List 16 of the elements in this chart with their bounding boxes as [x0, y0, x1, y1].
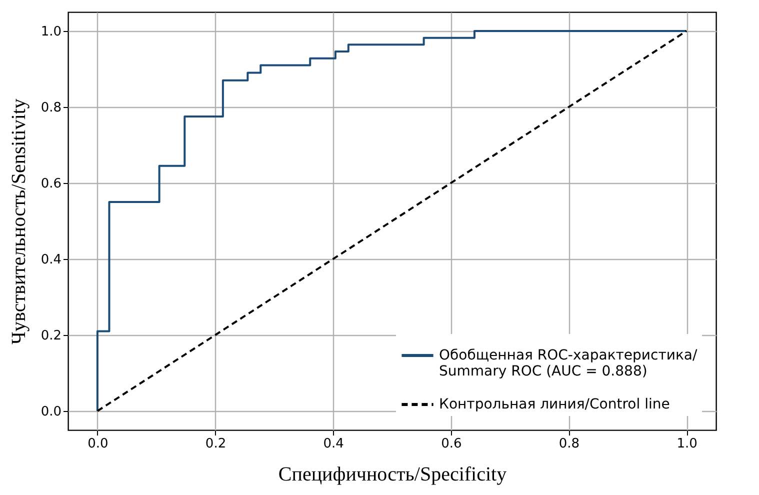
- y-tick-label: 0.4: [40, 252, 62, 268]
- legend-label: Обобщенная ROC-характеристика/ Summary ROC (AUC = 0.888): [439, 348, 698, 380]
- x-tick-label: 0.6: [441, 436, 462, 452]
- x-tick-label: 0.8: [558, 436, 580, 452]
- x-tick-label: 0.2: [205, 436, 226, 452]
- x-tick-label: 0.4: [323, 436, 344, 452]
- y-axis-title: Чувствительность/Sensitivity: [8, 98, 30, 344]
- y-tick-label: 0.0: [40, 404, 62, 420]
- y-tick-label: 0.6: [40, 176, 62, 192]
- y-tick-label: 0.8: [40, 100, 62, 116]
- y-tick-label: 1.0: [40, 24, 62, 40]
- x-axis-title: Специфичность/Specificity: [278, 464, 507, 486]
- x-tick-label: 0.0: [88, 436, 108, 452]
- legend-label: Контрольная линия/Control line: [439, 396, 670, 412]
- x-tick-label: 1.0: [676, 436, 698, 452]
- y-tick-label: 0.2: [40, 328, 62, 344]
